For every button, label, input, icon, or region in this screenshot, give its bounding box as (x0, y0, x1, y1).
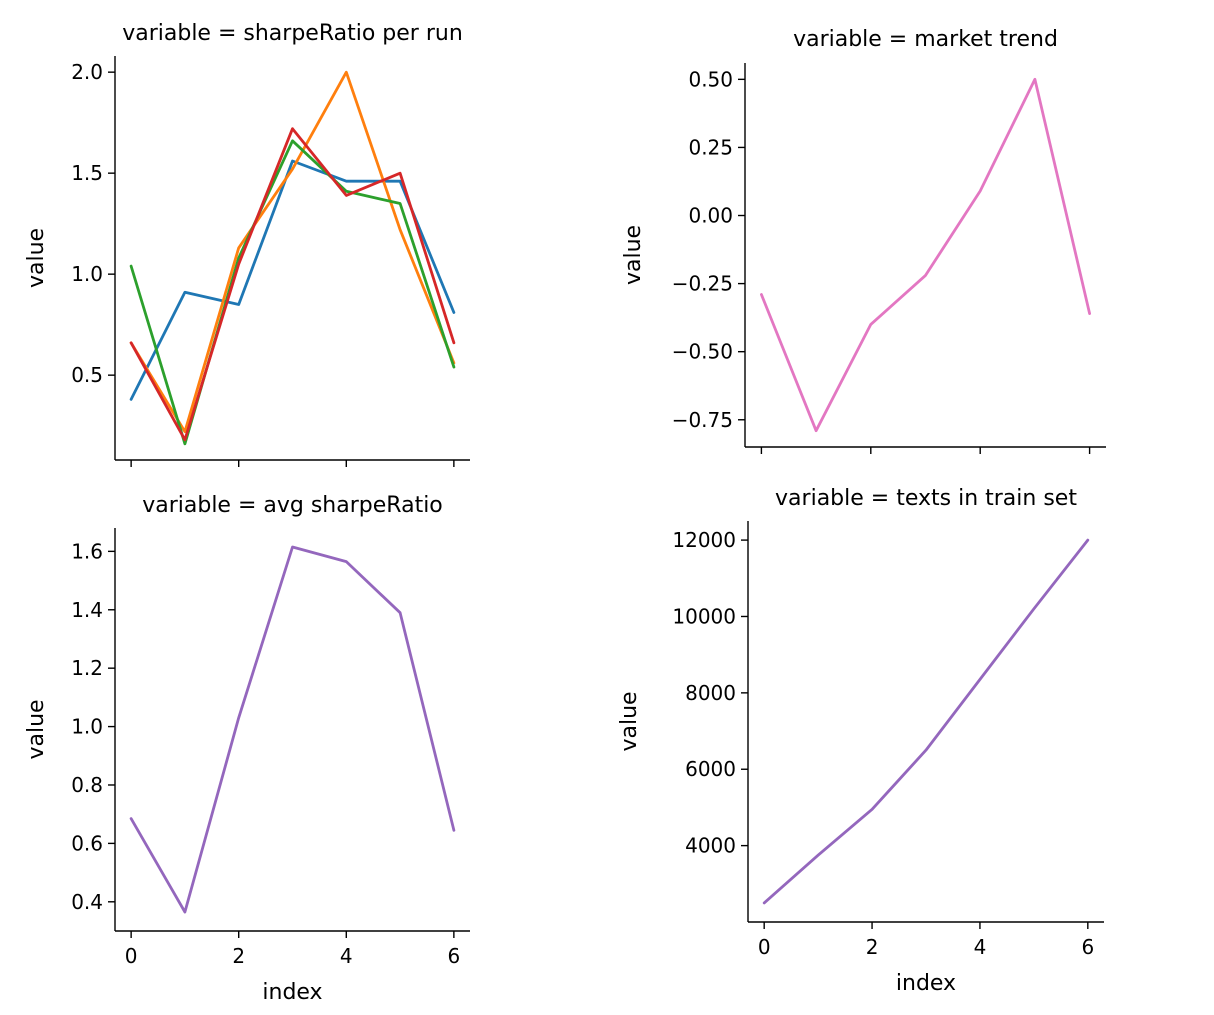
series-line-0 (762, 538, 1090, 905)
x-tick-label: 2 (232, 944, 245, 968)
y-tick-label: 0.25 (688, 135, 733, 159)
y-tick-label: −0.50 (672, 340, 733, 364)
y-axis-label: value (617, 691, 642, 751)
y-tick-label: 1.4 (71, 598, 103, 622)
y-tick-label: 10000 (672, 604, 736, 628)
x-tick-label: 2 (866, 935, 879, 959)
panel-title: variable = avg sharpeRatio (142, 493, 443, 518)
x-tick-label: 4 (340, 944, 353, 968)
y-tick-label: 1.2 (71, 656, 103, 680)
y-tick-label: −0.25 (672, 272, 733, 296)
y-tick-label: 0.00 (688, 204, 733, 228)
y-tick-label: 0.50 (688, 67, 733, 91)
y-tick-label: 1.0 (71, 715, 103, 739)
y-tick-label: 1.0 (71, 262, 103, 286)
y-tick-label: 4000 (685, 834, 736, 858)
y-tick-label: 0.4 (71, 890, 103, 914)
y-tick-label: 0.8 (71, 773, 103, 797)
series-line-3 (129, 127, 456, 442)
panel-title: variable = sharpeRatio per run (122, 21, 463, 46)
y-tick-label: 6000 (685, 757, 736, 781)
series-line-0 (760, 77, 1091, 433)
y-tick-label: 0.6 (71, 831, 103, 855)
facet-panel-2: variable = avg sharpeRatio 0.4 0.6 0.8 1.0 1.… (24, 493, 470, 1005)
x-axis-label: index (896, 971, 956, 996)
x-tick-label: 6 (447, 944, 460, 968)
y-tick-label: −0.75 (672, 408, 733, 432)
y-axis-label: value (621, 225, 646, 285)
y-tick-label: 12000 (672, 528, 736, 552)
facet-panel-0: variable = sharpeRatio per run 0.5 1.0 1.5 2… (24, 21, 470, 467)
panel-title: variable = market trend (793, 27, 1058, 52)
series-line-0 (129, 159, 456, 401)
facet-panel-3: variable = texts in train set 4000 6000 800… (617, 486, 1104, 996)
series-line-2 (129, 139, 456, 446)
x-tick-label: 4 (974, 935, 987, 959)
x-tick-label: 6 (1081, 935, 1094, 959)
panel-title: variable = texts in train set (775, 486, 1077, 511)
y-tick-label: 1.5 (71, 161, 103, 185)
y-axis-label: value (24, 699, 49, 759)
y-tick-label: 8000 (685, 681, 736, 705)
y-axis-label: value (24, 228, 49, 288)
x-axis-label: index (262, 980, 322, 1005)
series-line-1 (129, 70, 456, 434)
facet-panel-1: variable = market trend −0.75 −0.50 −0.25 0.… (621, 27, 1106, 454)
y-tick-label: 0.5 (71, 363, 103, 387)
x-tick-label: 0 (758, 935, 771, 959)
y-tick-label: 1.6 (71, 539, 103, 563)
series-line-0 (129, 545, 456, 914)
x-tick-label: 0 (125, 944, 138, 968)
y-tick-label: 2.0 (71, 60, 103, 84)
